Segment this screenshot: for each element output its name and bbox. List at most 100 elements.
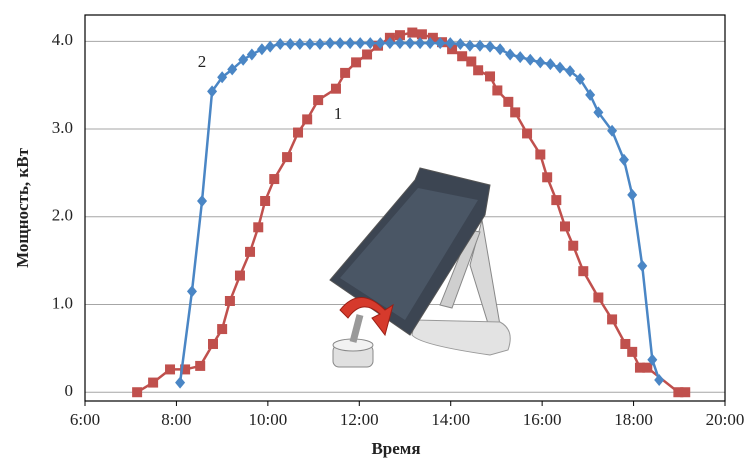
data-point xyxy=(578,266,589,277)
data-point xyxy=(335,37,346,50)
data-point xyxy=(375,37,386,50)
data-point xyxy=(246,48,257,61)
data-point xyxy=(455,37,466,50)
data-point xyxy=(542,172,553,183)
data-point xyxy=(394,37,405,50)
data-point xyxy=(505,48,516,61)
data-point xyxy=(302,114,313,125)
data-point xyxy=(224,295,235,306)
data-point xyxy=(407,27,418,38)
x-tick-label: 18:00 xyxy=(614,410,653,429)
series-label: 1 xyxy=(334,104,343,123)
data-point xyxy=(132,387,143,398)
y-tick-label: 2.0 xyxy=(52,206,73,225)
data-point xyxy=(575,73,586,86)
data-point xyxy=(253,222,264,233)
x-tick-label: 12:00 xyxy=(340,410,379,429)
data-point xyxy=(607,124,618,137)
data-point xyxy=(464,39,475,52)
x-tick-label: 10:00 xyxy=(248,410,287,429)
x-axis-label: Время xyxy=(371,439,420,458)
data-point xyxy=(654,373,665,386)
data-point xyxy=(416,29,427,40)
data-point xyxy=(485,40,496,53)
data-point xyxy=(545,58,556,71)
data-point xyxy=(285,37,296,50)
data-point xyxy=(245,246,256,257)
data-point xyxy=(680,387,691,398)
data-point xyxy=(510,107,521,118)
x-tick-label: 20:00 xyxy=(706,410,745,429)
data-point xyxy=(165,364,176,375)
x-tick-label: 8:00 xyxy=(161,410,191,429)
data-point xyxy=(637,259,648,272)
data-point xyxy=(269,174,280,185)
x-tick-label: 14:00 xyxy=(431,410,470,429)
data-point xyxy=(294,37,305,50)
data-point xyxy=(365,37,376,50)
data-point xyxy=(282,152,293,163)
data-point xyxy=(180,364,191,375)
data-point xyxy=(427,32,438,43)
data-point xyxy=(275,37,286,50)
data-point xyxy=(405,37,416,50)
series-label: 2 xyxy=(198,52,207,71)
data-point xyxy=(195,360,206,371)
data-point xyxy=(355,37,366,50)
data-point xyxy=(260,195,271,206)
data-point xyxy=(293,127,304,138)
data-point xyxy=(234,270,245,281)
data-point xyxy=(238,53,249,66)
plot-frame xyxy=(84,14,726,402)
data-point xyxy=(642,362,653,373)
data-point xyxy=(585,88,596,101)
data-point xyxy=(492,85,503,96)
data-point xyxy=(186,285,197,298)
data-point xyxy=(560,221,570,232)
data-point xyxy=(634,362,645,373)
data-point xyxy=(304,37,315,50)
data-point xyxy=(466,56,477,67)
data-point xyxy=(473,65,484,76)
data-point xyxy=(227,63,238,76)
data-point xyxy=(618,153,629,166)
data-point xyxy=(415,37,426,50)
data-point xyxy=(314,37,325,50)
data-point xyxy=(568,240,579,251)
x-tick-label: 16:00 xyxy=(523,410,562,429)
data-point xyxy=(593,106,604,119)
data-point xyxy=(535,149,546,160)
data-point xyxy=(394,30,405,41)
data-point xyxy=(325,37,336,50)
data-point xyxy=(503,96,514,107)
data-point xyxy=(551,195,562,206)
data-point xyxy=(447,44,458,55)
data-point xyxy=(197,194,208,207)
data-point xyxy=(425,37,436,50)
data-point xyxy=(554,61,565,74)
data-point xyxy=(495,43,506,56)
data-point xyxy=(627,188,638,201)
y-axis-label: Мощность, кВт xyxy=(13,147,32,267)
data-point xyxy=(627,346,638,357)
data-point xyxy=(565,65,576,78)
data-point xyxy=(362,49,373,60)
data-point xyxy=(445,37,456,50)
data-point xyxy=(525,53,536,66)
data-point xyxy=(208,338,218,349)
data-point xyxy=(457,51,468,62)
data-point xyxy=(217,71,228,84)
data-point xyxy=(673,387,684,398)
data-point xyxy=(515,51,526,64)
data-point xyxy=(522,128,533,139)
y-tick-label: 4.0 xyxy=(52,30,73,49)
y-tick-label: 3.0 xyxy=(52,118,73,137)
data-point xyxy=(217,324,228,335)
data-point xyxy=(607,314,618,325)
data-point xyxy=(148,377,159,388)
data-point xyxy=(345,37,356,50)
data-point xyxy=(435,37,446,50)
data-point xyxy=(647,353,658,366)
data-point xyxy=(485,71,496,82)
